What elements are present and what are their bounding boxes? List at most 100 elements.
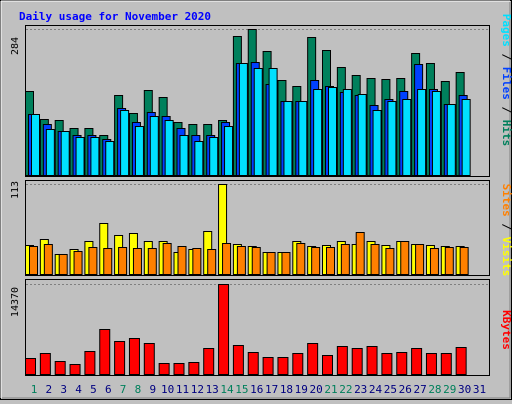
kbytes-bar xyxy=(455,347,467,375)
sites-bar xyxy=(340,244,350,275)
visits-series-label: Sites / Visits xyxy=(500,184,512,277)
kbytes-bar xyxy=(84,351,96,375)
pages-bar xyxy=(417,89,427,176)
x-tick-label: 1 xyxy=(31,383,38,396)
pages-bar xyxy=(342,89,352,176)
sites-bar xyxy=(192,248,202,275)
x-tick-label: 4 xyxy=(75,383,82,396)
x-tick-label: 23 xyxy=(354,383,367,396)
kbytes-bar xyxy=(69,364,81,375)
x-tick-label: 18 xyxy=(280,383,293,396)
pages-bar xyxy=(75,137,85,176)
pages-bar xyxy=(134,126,144,176)
sites-bar xyxy=(266,252,276,275)
sites-bar xyxy=(118,247,128,275)
x-tick-label: 26 xyxy=(399,383,412,396)
x-tick-label: 20 xyxy=(310,383,323,396)
sites-bar xyxy=(281,252,291,275)
kbytes-bar xyxy=(203,348,215,375)
traffic-ymax-label: 284 xyxy=(10,37,21,55)
x-tick-label: 15 xyxy=(235,383,248,396)
sites-bar xyxy=(88,247,98,275)
sites-bar xyxy=(207,249,217,275)
sites-bar xyxy=(370,244,380,275)
sites-bar xyxy=(385,248,395,275)
kbytes-bar xyxy=(128,338,140,375)
pages-bar xyxy=(387,101,397,176)
sites-bar xyxy=(177,246,187,275)
kbytes-bar xyxy=(307,343,319,375)
sites-bar xyxy=(311,247,321,275)
kbytes-bar xyxy=(173,363,185,375)
chart-title: Daily usage for November 2020 xyxy=(19,10,211,23)
kbytes-bar xyxy=(99,329,111,375)
kbytes-series-label-part: KBytes xyxy=(500,310,512,350)
kbytes-bar xyxy=(54,361,66,375)
traffic-series-label: Pages / Files / Hits xyxy=(500,14,512,147)
sites-bar xyxy=(73,251,83,275)
pages-bar xyxy=(60,131,70,176)
pages-bar xyxy=(45,129,55,176)
bars xyxy=(25,29,471,375)
x-tick-label: 2 xyxy=(46,383,53,396)
x-tick-label: 31 xyxy=(473,383,486,396)
traffic-series-label-part: / xyxy=(500,47,512,67)
pages-bar xyxy=(357,94,367,176)
kbytes-bar xyxy=(25,358,36,375)
kbytes-bar xyxy=(262,357,274,375)
traffic-series-label-part: Pages xyxy=(500,14,512,47)
kbytes-bar xyxy=(440,353,452,375)
pages-bar xyxy=(446,104,456,176)
sites-bar xyxy=(147,248,157,275)
pages-bar xyxy=(313,89,323,176)
kbytes-bar xyxy=(188,362,200,375)
x-tick-label: 6 xyxy=(105,383,112,396)
x-tick-label: 9 xyxy=(149,383,156,396)
x-tick-label: 10 xyxy=(161,383,174,396)
x-tick-label: 28 xyxy=(428,383,441,396)
pages-bar xyxy=(120,110,130,176)
visits-series-label-part: Sites xyxy=(500,184,512,217)
pages-bar xyxy=(328,87,337,176)
visits-series-label-part: / xyxy=(500,217,512,237)
x-tick-label: 3 xyxy=(60,383,67,396)
kbytes-bar xyxy=(396,352,408,375)
pages-bar xyxy=(209,137,219,176)
pages-bar xyxy=(283,101,293,176)
pages-bar xyxy=(402,99,412,176)
sites-bar xyxy=(103,248,113,275)
pages-bar xyxy=(194,141,204,176)
pages-bar xyxy=(179,135,189,176)
kbytes-ymax-label: 14370 xyxy=(10,287,21,317)
pages-bar xyxy=(105,141,115,176)
x-tick-label: 8 xyxy=(135,383,142,396)
sites-bar xyxy=(326,247,335,275)
pages-bar xyxy=(149,116,159,176)
x-tick-label: 25 xyxy=(384,383,397,396)
sites-bar xyxy=(459,247,469,275)
kbytes-bar xyxy=(218,284,230,375)
sites-bar xyxy=(296,243,306,275)
x-tick-label: 29 xyxy=(443,383,456,396)
kbytes-bar xyxy=(158,363,170,375)
pages-bar xyxy=(298,101,308,176)
sites-bar xyxy=(400,241,410,275)
right-labels: Pages / Files / Hits Sites / Visits KBytes xyxy=(500,14,512,350)
x-tick-label: 12 xyxy=(191,383,204,396)
kbytes-bar xyxy=(322,355,333,375)
pages-bar xyxy=(224,126,234,176)
x-tick-label: 21 xyxy=(324,383,337,396)
x-axis-labels: 1 2 3 4 5 6 7 8 9 10 11 12 13 14 15 16 17 18 19 20 21 22 23 24 2… xyxy=(31,383,486,396)
kbytes-bar xyxy=(232,345,244,375)
kbytes-bar xyxy=(114,341,126,375)
gridlines xyxy=(26,29,489,285)
traffic-series-label-part: / xyxy=(500,100,512,120)
x-tick-label: 17 xyxy=(265,383,278,396)
sites-bar xyxy=(58,254,68,275)
x-tick-label: 24 xyxy=(369,383,383,396)
sites-bar xyxy=(251,247,261,275)
kbytes-bar xyxy=(143,343,155,375)
kbytes-bar xyxy=(351,348,363,375)
